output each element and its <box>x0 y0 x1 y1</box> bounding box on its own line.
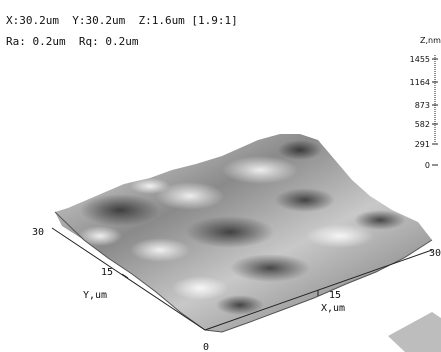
x-axis-mid-label: 15 <box>329 290 341 301</box>
x-axis-title: X,um <box>321 303 345 314</box>
scan-size-readout: X:30.2um Y:30.2um Z:1.6um [1.9:1] <box>6 14 238 27</box>
y-axis-max-label: 30 <box>32 227 44 238</box>
base-axes <box>51 227 441 352</box>
y-axis-title: Y,um <box>83 290 107 301</box>
origin-label: 0 <box>203 342 209 352</box>
roughness-readout: Ra: 0.2um Rq: 0.2um <box>6 35 139 48</box>
x-axis-max-label: 30 <box>429 248 441 259</box>
y-axis-mid-label: 15 <box>101 267 113 278</box>
height-surface <box>54 134 433 333</box>
corner-overlay <box>388 312 441 352</box>
